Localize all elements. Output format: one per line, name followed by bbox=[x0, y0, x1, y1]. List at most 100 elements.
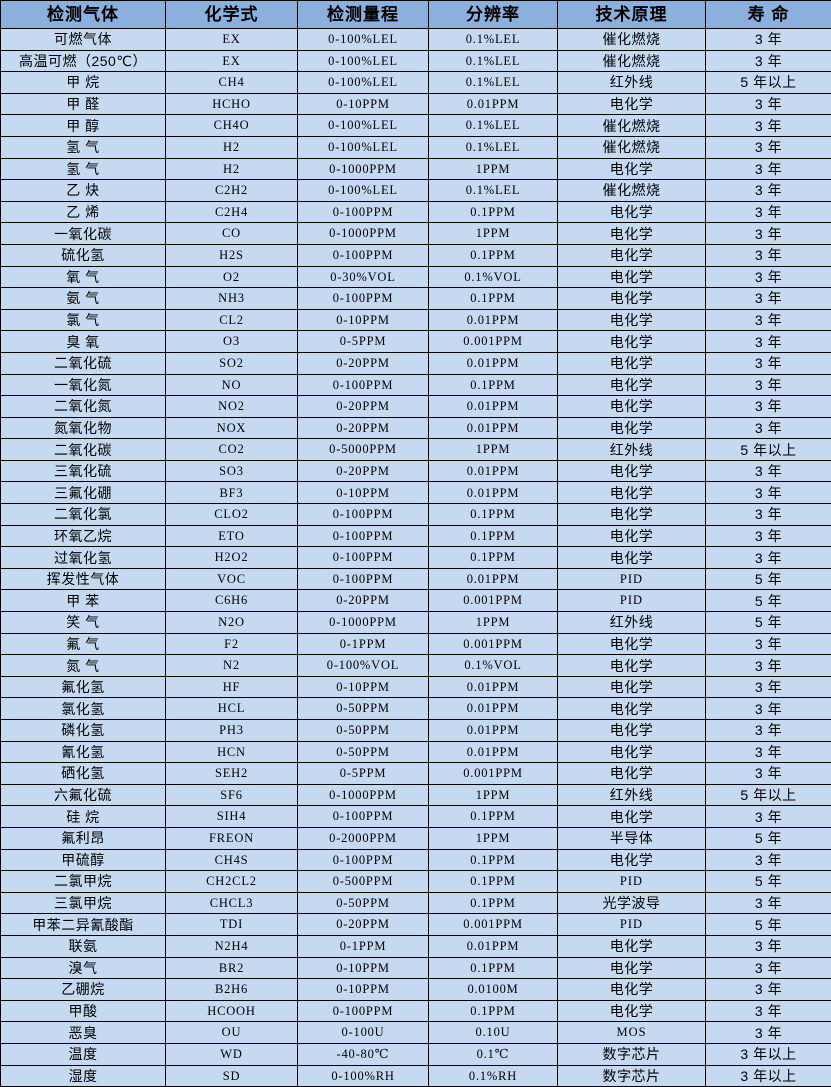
cell-technology: 红外线 bbox=[558, 784, 706, 806]
cell-technology: 电化学 bbox=[558, 806, 706, 828]
cell-resolution: 0.01PPM bbox=[429, 698, 558, 720]
cell-resolution: 0.001PPM bbox=[429, 633, 558, 655]
cell-lifespan: 5 年 bbox=[706, 914, 831, 936]
cell-range: 0-1000PPM bbox=[298, 612, 429, 634]
cell-gas: 氧 气 bbox=[1, 266, 166, 288]
cell-formula: O3 bbox=[166, 331, 298, 353]
cell-gas: 过氧化氢 bbox=[1, 547, 166, 569]
cell-lifespan: 3 年 bbox=[706, 244, 831, 266]
cell-lifespan: 3 年 bbox=[706, 741, 831, 763]
cell-technology: 电化学 bbox=[558, 417, 706, 439]
cell-technology: 红外线 bbox=[558, 72, 706, 94]
column-header-lifespan: 寿 命 bbox=[706, 1, 831, 29]
cell-technology: 红外线 bbox=[558, 439, 706, 461]
cell-lifespan: 3 年 bbox=[706, 504, 831, 526]
cell-gas: 硫化氢 bbox=[1, 244, 166, 266]
cell-range: 0-100PPM bbox=[298, 374, 429, 396]
cell-lifespan: 3 年 bbox=[706, 1000, 831, 1022]
cell-lifespan: 3 年 bbox=[706, 136, 831, 158]
cell-resolution: 0.1%LEL bbox=[429, 180, 558, 202]
cell-resolution: 0.001PPM bbox=[429, 763, 558, 785]
cell-formula: OU bbox=[166, 1022, 298, 1044]
cell-resolution: 0.01PPM bbox=[429, 568, 558, 590]
cell-gas: 氨 气 bbox=[1, 288, 166, 310]
cell-range: 0-50PPM bbox=[298, 892, 429, 914]
cell-formula: N2H4 bbox=[166, 935, 298, 957]
cell-technology: 电化学 bbox=[558, 547, 706, 569]
cell-lifespan: 3 年 bbox=[706, 50, 831, 72]
cell-resolution: 0.1%VOL bbox=[429, 266, 558, 288]
cell-gas: 温度 bbox=[1, 1043, 166, 1065]
cell-resolution: 0.1%LEL bbox=[429, 29, 558, 51]
cell-resolution: 0.01PPM bbox=[429, 460, 558, 482]
column-header-formula: 化学式 bbox=[166, 1, 298, 29]
cell-resolution: 0.1PPM bbox=[429, 806, 558, 828]
cell-resolution: 1PPM bbox=[429, 439, 558, 461]
cell-lifespan: 3 年 bbox=[706, 29, 831, 51]
cell-lifespan: 3 年以上 bbox=[706, 1043, 831, 1065]
cell-technology: 电化学 bbox=[558, 633, 706, 655]
cell-formula: N2 bbox=[166, 655, 298, 677]
cell-lifespan: 5 年以上 bbox=[706, 784, 831, 806]
cell-gas: 臭 氧 bbox=[1, 331, 166, 353]
cell-resolution: 0.1%LEL bbox=[429, 115, 558, 137]
cell-formula: BR2 bbox=[166, 957, 298, 979]
cell-range: 0-20PPM bbox=[298, 914, 429, 936]
cell-range: 0-1000PPM bbox=[298, 223, 429, 245]
cell-lifespan: 5 年 bbox=[706, 871, 831, 893]
cell-gas: 甲硫醇 bbox=[1, 849, 166, 871]
cell-resolution: 0.01PPM bbox=[429, 482, 558, 504]
cell-formula: CH2CL2 bbox=[166, 871, 298, 893]
cell-technology: PID bbox=[558, 871, 706, 893]
cell-formula: TDI bbox=[166, 914, 298, 936]
cell-range: 0-100PPM bbox=[298, 525, 429, 547]
cell-lifespan: 3 年 bbox=[706, 676, 831, 698]
cell-lifespan: 3 年 bbox=[706, 309, 831, 331]
cell-gas: 硒化氢 bbox=[1, 763, 166, 785]
cell-formula: NO bbox=[166, 374, 298, 396]
cell-resolution: 0.001PPM bbox=[429, 914, 558, 936]
cell-resolution: 0.1PPM bbox=[429, 525, 558, 547]
cell-range: 0-10PPM bbox=[298, 979, 429, 1001]
table-header: 检测气体 化学式 检测量程 分辨率 技术原理 寿 命 bbox=[1, 1, 831, 29]
cell-gas: 硅 烷 bbox=[1, 806, 166, 828]
cell-formula: HF bbox=[166, 676, 298, 698]
cell-lifespan: 3 年 bbox=[706, 979, 831, 1001]
cell-gas: 笑 气 bbox=[1, 612, 166, 634]
cell-gas: 甲 醛 bbox=[1, 93, 166, 115]
cell-formula: CH4S bbox=[166, 849, 298, 871]
cell-resolution: 0.01PPM bbox=[429, 396, 558, 418]
cell-lifespan: 3 年 bbox=[706, 806, 831, 828]
cell-resolution: 0.01PPM bbox=[429, 309, 558, 331]
cell-resolution: 0.1PPM bbox=[429, 1000, 558, 1022]
cell-resolution: 1PPM bbox=[429, 827, 558, 849]
cell-range: 0-100%LEL bbox=[298, 180, 429, 202]
cell-range: 0-100%LEL bbox=[298, 115, 429, 137]
cell-resolution: 0.1PPM bbox=[429, 547, 558, 569]
cell-lifespan: 3 年 bbox=[706, 849, 831, 871]
cell-lifespan: 3 年 bbox=[706, 266, 831, 288]
cell-lifespan: 5 年 bbox=[706, 827, 831, 849]
cell-range: 0-100%VOL bbox=[298, 655, 429, 677]
cell-resolution: 0.1PPM bbox=[429, 288, 558, 310]
cell-technology: 光学波导 bbox=[558, 892, 706, 914]
cell-range: 0-100%RH bbox=[298, 1065, 429, 1087]
cell-resolution: 0.01PPM bbox=[429, 935, 558, 957]
